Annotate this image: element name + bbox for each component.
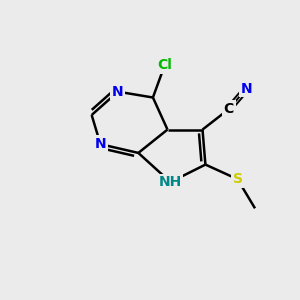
- Text: N: N: [112, 85, 124, 99]
- Text: C: C: [224, 102, 234, 116]
- Text: N: N: [94, 137, 106, 151]
- Text: Cl: Cl: [157, 58, 172, 72]
- Text: NH: NH: [159, 175, 182, 189]
- Text: N: N: [240, 82, 252, 96]
- Text: S: S: [232, 172, 242, 186]
